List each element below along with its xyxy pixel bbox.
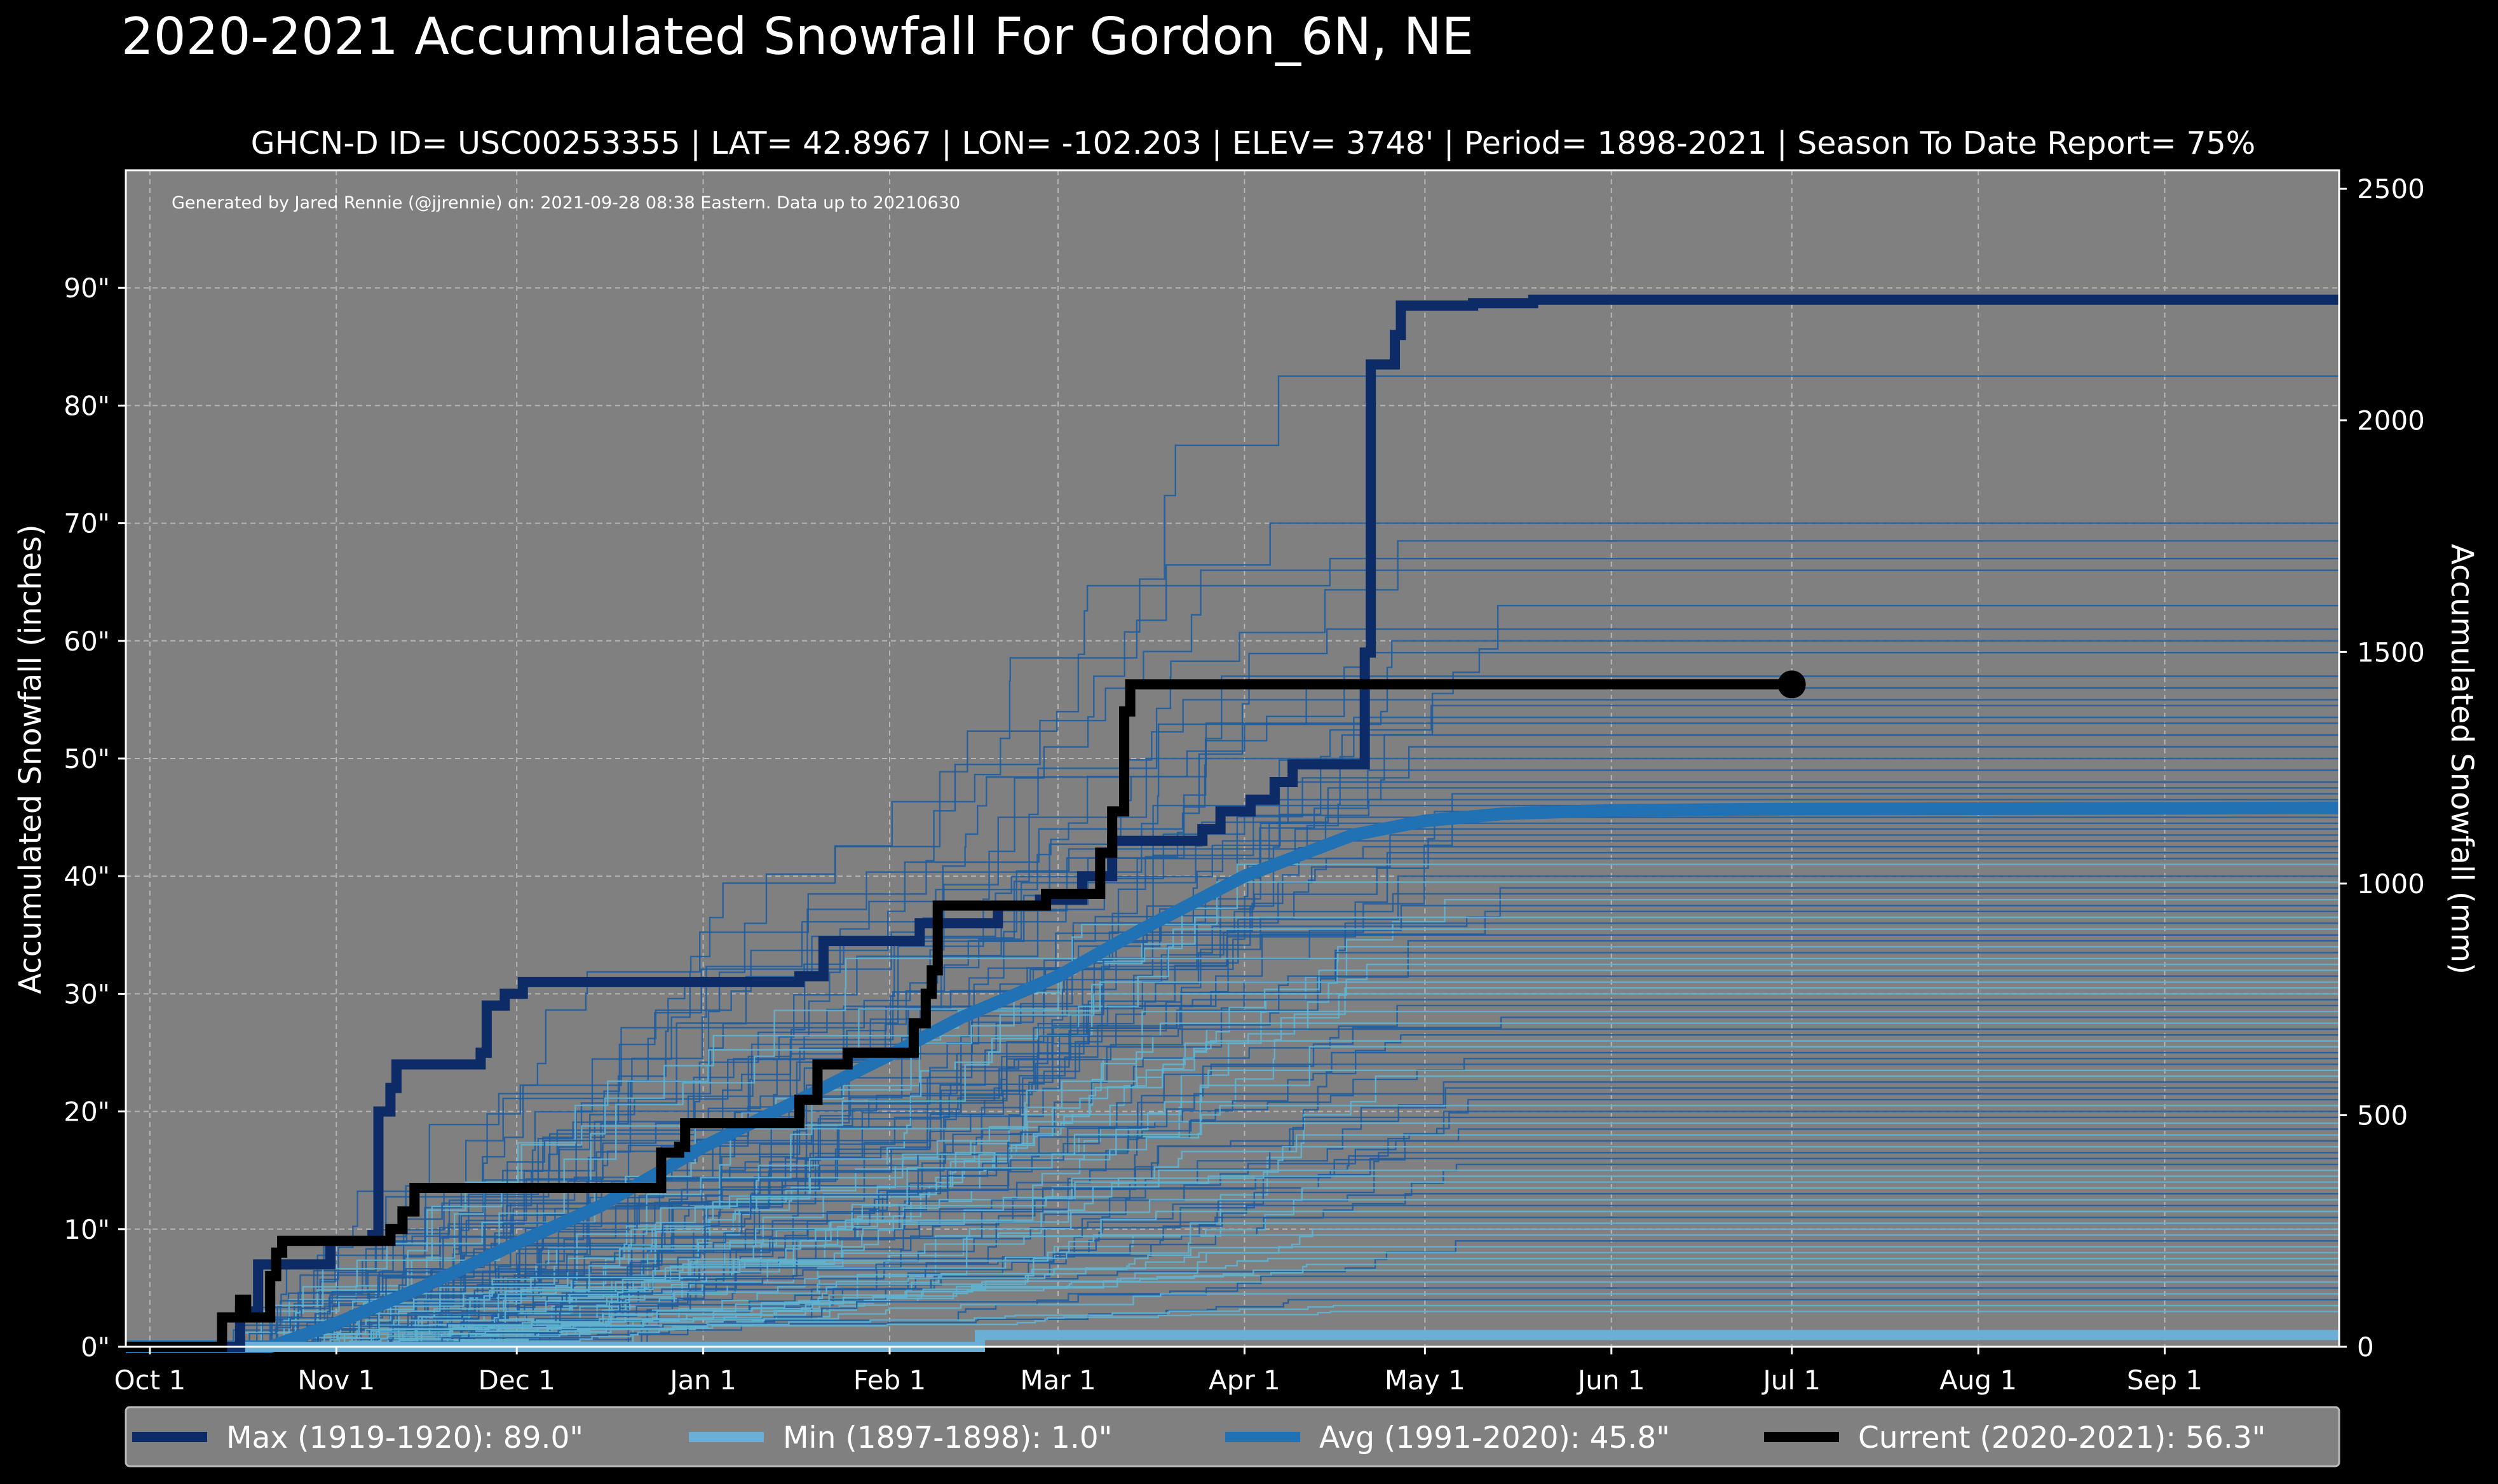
y-tick-label: 60" xyxy=(64,626,110,657)
history-season-line xyxy=(126,1093,2339,1348)
history-season-line xyxy=(126,1281,2339,1348)
y2-tick-label: 2500 xyxy=(2357,173,2425,205)
history-season-line xyxy=(126,781,2339,1348)
history-season-line xyxy=(126,1240,2339,1348)
history-season-line xyxy=(126,699,2339,1348)
history-season-line xyxy=(126,628,2339,1348)
history-season-line xyxy=(126,705,2339,1348)
x-tick-label: Apr 1 xyxy=(1209,1365,1280,1396)
history-season-line xyxy=(126,1199,2339,1348)
history-season-line xyxy=(126,940,2339,1348)
x-tick-label: Oct 1 xyxy=(114,1365,186,1396)
series-line-avg xyxy=(126,801,2340,1353)
history-season-line xyxy=(126,987,2339,1348)
history-season-line xyxy=(126,934,2339,1348)
y-tick-label: 10" xyxy=(64,1214,110,1245)
chart-title: 2020-2021 Accumulated Snowfall For Gordo… xyxy=(121,7,1474,66)
history-season-line xyxy=(126,863,2339,1348)
history-season-line xyxy=(126,1140,2339,1348)
series-line-max xyxy=(126,294,2339,1352)
history-season-line xyxy=(126,1075,2339,1348)
legend-label: Avg (1991-2020): 45.8" xyxy=(1319,1420,1670,1455)
history-season-line xyxy=(126,957,2339,1348)
legend: Max (1919-1920): 89.0" Min (1897-1898): 1… xyxy=(125,1406,2340,1467)
history-season-line xyxy=(126,1028,2339,1348)
x-tick-label: Sep 1 xyxy=(2127,1365,2203,1396)
history-season-line xyxy=(126,1269,2339,1348)
y-tick-label: 70" xyxy=(64,508,110,539)
history-season-line xyxy=(126,1134,2339,1348)
current-end-marker xyxy=(1777,670,1806,699)
history-season-line xyxy=(126,605,2339,1348)
x-tick-label: Jul 1 xyxy=(1761,1365,1821,1396)
y2-tick-label: 1500 xyxy=(2357,637,2425,668)
history-season-line xyxy=(126,1022,2339,1348)
history-season-line xyxy=(126,1157,2339,1348)
history-season-line xyxy=(126,1298,2339,1348)
history-season-line xyxy=(126,1193,2339,1348)
y-tick-label: 0" xyxy=(81,1332,110,1363)
history-season-line xyxy=(126,569,2339,1348)
history-season-line xyxy=(126,1170,2339,1348)
chart-subtitle: GHCN-D ID= USC00253355 | LAT= 42.8967 | … xyxy=(251,125,2256,161)
y-tick-label: 20" xyxy=(64,1096,110,1128)
history-season-line xyxy=(126,540,2339,1348)
x-tick-label: May 1 xyxy=(1385,1365,1465,1396)
legend-label: Current (2020-2021): 56.3" xyxy=(1858,1420,2265,1455)
series-line-current xyxy=(126,679,1792,1352)
history-season-line xyxy=(126,993,2339,1348)
x-tick-label: Feb 1 xyxy=(853,1365,926,1396)
history-season-line xyxy=(126,1222,2339,1348)
y2-tick-label: 2000 xyxy=(2357,405,2425,436)
y2-tick-label: 500 xyxy=(2357,1100,2408,1131)
history-season-line xyxy=(126,1311,2339,1348)
y-tick-label: 50" xyxy=(64,743,110,774)
legend-label: Min (1897-1898): 1.0" xyxy=(783,1420,1112,1455)
history-season-line xyxy=(126,1234,2339,1348)
history-season-line xyxy=(126,975,2339,1348)
y-tick-label: 40" xyxy=(64,861,110,892)
y-axis-label: Accumulated Snowfall (inches) xyxy=(13,524,48,994)
history-season-line xyxy=(126,952,2339,1348)
history-season-line xyxy=(126,1293,2339,1348)
credit-text: Generated by Jared Rennie (@jjrennie) on… xyxy=(172,193,960,213)
history-season-line xyxy=(126,1034,2339,1348)
history-season-line xyxy=(126,1016,2339,1348)
y2-axis-label: Accumulated Snowfall (mm) xyxy=(2444,544,2480,975)
history-season-line xyxy=(126,1275,2339,1348)
x-tick-label: Aug 1 xyxy=(1939,1365,2017,1396)
x-tick-label: Jun 1 xyxy=(1576,1365,1645,1396)
history-season-line xyxy=(126,1058,2339,1348)
history-season-line xyxy=(126,799,2339,1348)
x-tick-label: Nov 1 xyxy=(297,1365,375,1396)
x-tick-label: Mar 1 xyxy=(1020,1365,1096,1396)
y2-tick-label: 1000 xyxy=(2357,868,2425,900)
y-tick-label: 80" xyxy=(64,390,110,421)
y-tick-label: 90" xyxy=(64,273,110,304)
x-tick-label: Jan 1 xyxy=(668,1365,737,1396)
highlight-series xyxy=(126,294,2340,1353)
history-season-line xyxy=(126,1087,2339,1348)
legend-items: Max (1919-1920): 89.0" Min (1897-1898): 1… xyxy=(132,1420,2265,1455)
history-season-line xyxy=(126,1069,2339,1348)
axes: Oct 1 Nov 1 Dec 1 Jan 1 Feb 1 Mar 1 Apr 1 May 1… xyxy=(64,169,2425,1396)
history-season-line xyxy=(126,1175,2339,1348)
x-tick-label: Dec 1 xyxy=(479,1365,555,1396)
y2-tick-label: 0 xyxy=(2357,1332,2374,1363)
y-tick-label: 30" xyxy=(64,978,110,1009)
legend-label: Max (1919-1920): 89.0" xyxy=(226,1420,583,1455)
history-season-line xyxy=(126,757,2339,1348)
history-season-line xyxy=(126,999,2339,1348)
